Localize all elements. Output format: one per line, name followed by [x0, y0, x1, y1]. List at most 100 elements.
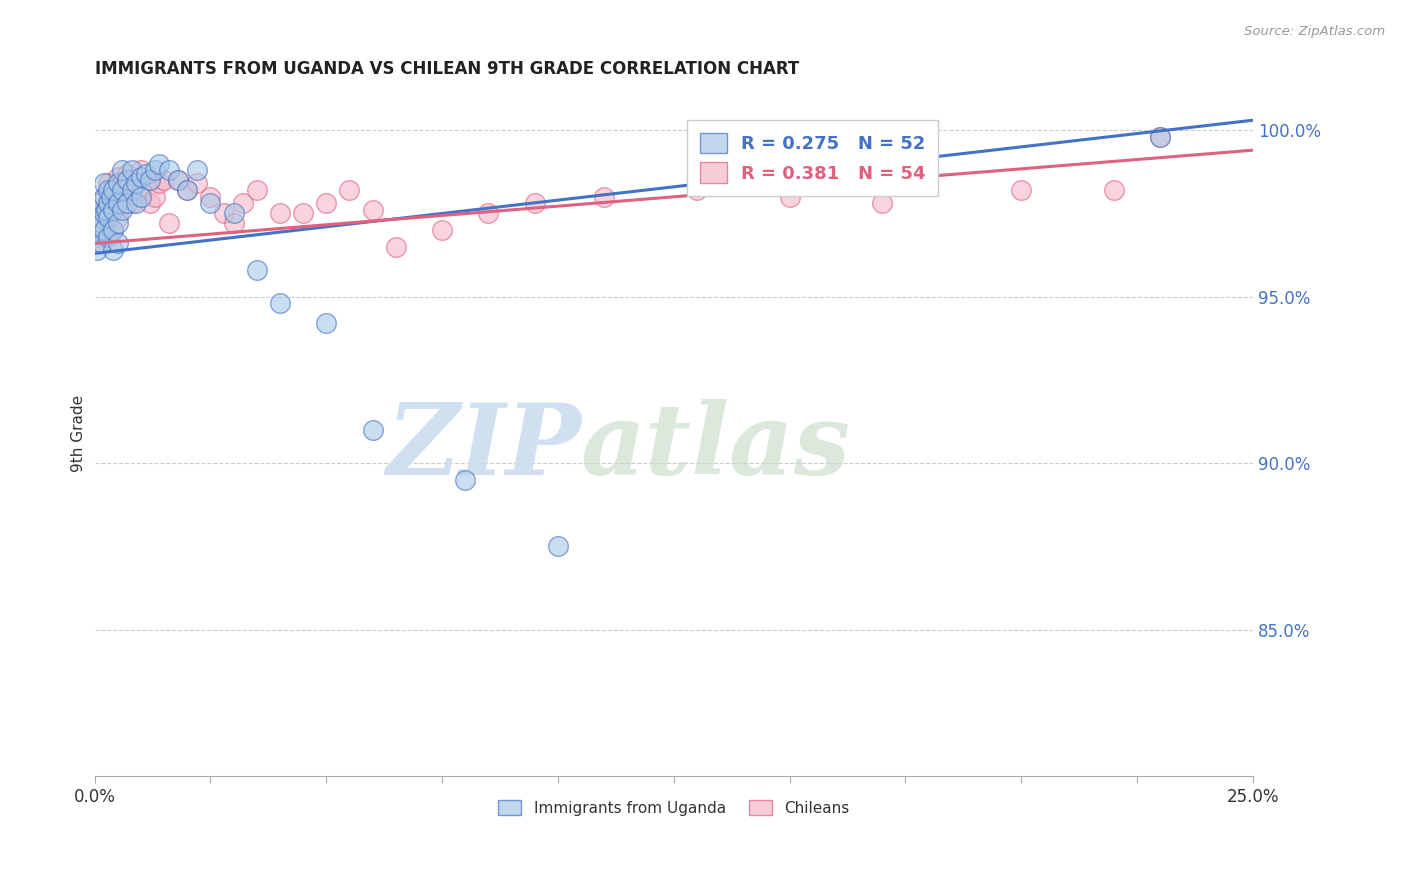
Point: [89, 196, 111, 211]
Point: [222, 206, 245, 220]
Point: [176, 183, 198, 197]
Point: [107, 190, 129, 204]
Point: [107, 177, 129, 191]
Point: [547, 540, 569, 554]
Point: [89, 210, 111, 224]
Point: [153, 173, 176, 187]
Y-axis label: 9th Grade: 9th Grade: [72, 394, 86, 472]
Point: [315, 316, 337, 330]
Point: [167, 173, 190, 187]
Point: [93, 190, 115, 204]
Point: [214, 206, 236, 220]
Point: [200, 190, 222, 204]
Point: [269, 296, 291, 310]
Point: [361, 423, 384, 437]
Point: [93, 203, 115, 218]
Point: [1149, 129, 1171, 144]
Point: [107, 217, 129, 231]
Point: [115, 173, 138, 187]
Point: [315, 196, 337, 211]
Point: [86, 243, 108, 257]
Point: [430, 223, 453, 237]
Point: [186, 177, 208, 191]
Point: [121, 173, 143, 187]
Point: [111, 203, 134, 218]
Point: [96, 203, 118, 218]
Point: [125, 196, 148, 211]
Point: [97, 183, 120, 197]
Point: [97, 196, 120, 211]
Point: [686, 183, 709, 197]
Point: [148, 177, 170, 191]
Point: [90, 236, 112, 251]
Point: [111, 196, 134, 211]
Point: [1102, 183, 1125, 197]
Point: [101, 183, 124, 197]
Point: [107, 196, 129, 211]
Point: [93, 190, 115, 204]
Point: [93, 223, 115, 237]
Point: [523, 196, 546, 211]
Point: [101, 243, 124, 257]
Point: [111, 177, 134, 191]
Point: [115, 196, 138, 211]
Point: [186, 163, 208, 178]
Point: [101, 223, 124, 237]
Point: [157, 163, 180, 178]
Point: [1149, 129, 1171, 144]
Point: [111, 183, 134, 197]
Point: [292, 206, 315, 220]
Point: [101, 203, 124, 218]
Text: ZIP: ZIP: [387, 399, 581, 495]
Point: [129, 183, 152, 197]
Point: [125, 177, 148, 191]
Point: [222, 217, 245, 231]
Point: [139, 173, 162, 187]
Point: [339, 183, 361, 197]
Point: [129, 169, 152, 184]
Point: [101, 203, 124, 218]
Point: [454, 473, 477, 487]
Point: [167, 173, 190, 187]
Point: [143, 190, 166, 204]
Point: [101, 223, 124, 237]
Point: [143, 163, 166, 178]
Point: [1010, 183, 1032, 197]
Point: [779, 190, 801, 204]
Point: [97, 177, 120, 191]
Point: [246, 183, 269, 197]
Point: [93, 223, 115, 237]
Point: [90, 217, 112, 231]
Point: [93, 206, 115, 220]
Point: [115, 190, 138, 204]
Point: [107, 210, 129, 224]
Point: [89, 210, 111, 224]
Point: [269, 206, 291, 220]
Point: [97, 196, 120, 211]
Point: [148, 156, 170, 170]
Point: [129, 190, 152, 204]
Text: atlas: atlas: [581, 399, 851, 495]
Point: [93, 177, 115, 191]
Point: [139, 173, 162, 187]
Point: [139, 196, 162, 211]
Point: [870, 196, 893, 211]
Point: [176, 183, 198, 197]
Point: [111, 163, 134, 178]
Point: [115, 167, 138, 181]
Point: [384, 240, 406, 254]
Point: [125, 177, 148, 191]
Point: [135, 167, 157, 181]
Point: [100, 190, 122, 204]
Point: [121, 163, 143, 178]
Point: [232, 196, 254, 211]
Point: [101, 183, 124, 197]
Point: [90, 217, 112, 231]
Point: [97, 217, 120, 231]
Point: [129, 163, 152, 178]
Point: [107, 169, 129, 184]
Legend: Immigrants from Uganda, Chileans: Immigrants from Uganda, Chileans: [491, 792, 856, 823]
Point: [107, 236, 129, 251]
Point: [97, 210, 120, 224]
Point: [246, 263, 269, 277]
